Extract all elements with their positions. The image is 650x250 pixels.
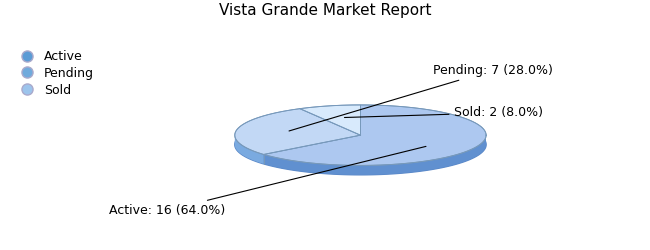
Polygon shape	[264, 105, 486, 166]
Polygon shape	[264, 134, 486, 175]
Legend: Active, Pending, Sold: Active, Pending, Sold	[9, 45, 99, 102]
Text: Pending: 7 (28.0%): Pending: 7 (28.0%)	[289, 64, 552, 131]
Polygon shape	[235, 134, 264, 164]
Polygon shape	[300, 105, 361, 135]
Polygon shape	[235, 109, 361, 154]
Title: Vista Grande Market Report: Vista Grande Market Report	[219, 3, 431, 18]
Polygon shape	[235, 114, 486, 175]
Text: Active: 16 (64.0%): Active: 16 (64.0%)	[109, 146, 426, 217]
Text: Sold: 2 (8.0%): Sold: 2 (8.0%)	[344, 106, 543, 119]
